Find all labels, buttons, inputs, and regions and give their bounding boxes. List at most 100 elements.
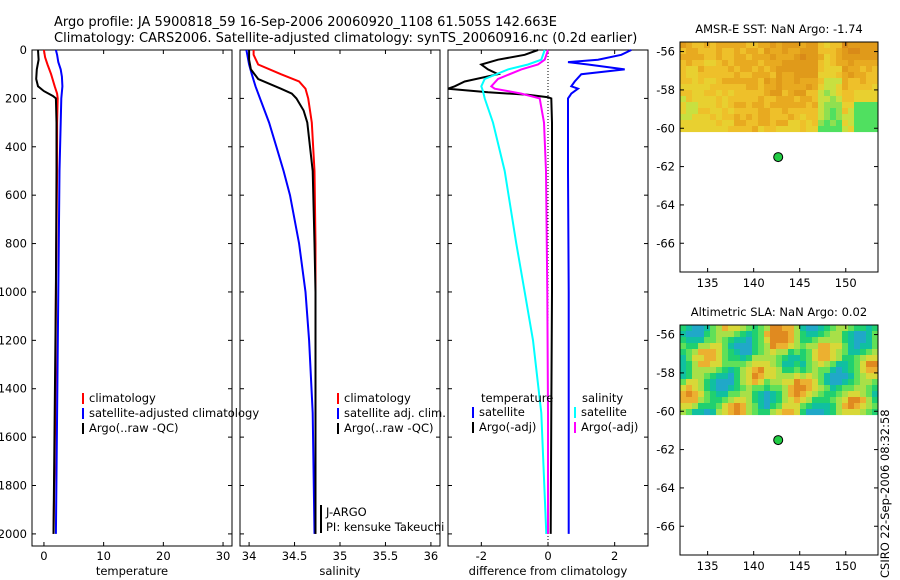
heatmap-cell <box>770 403 776 409</box>
heatmap-cell <box>860 108 866 114</box>
heatmap-cell <box>824 385 830 391</box>
heatmap-cell <box>734 355 740 361</box>
heatmap-cell <box>806 120 812 126</box>
heatmap-cell <box>686 361 692 367</box>
heatmap-cell <box>818 120 824 126</box>
heatmap-cell <box>728 102 734 108</box>
heatmap-cell <box>680 90 686 96</box>
heatmap-cell <box>716 66 722 72</box>
heatmap-cell <box>854 84 860 90</box>
heatmap-cell <box>806 102 812 108</box>
heatmap-cell <box>788 349 794 355</box>
heatmap-cell <box>848 126 854 132</box>
heatmap-cell <box>692 379 698 385</box>
heatmap-cell <box>752 114 758 120</box>
heatmap-cell <box>806 90 812 96</box>
heatmap-cell <box>704 120 710 126</box>
heatmap-cell <box>824 48 830 54</box>
heatmap-cell <box>752 42 758 48</box>
heatmap-cell <box>848 66 854 72</box>
heatmap-cell <box>794 379 800 385</box>
y-tick-label: 1400 <box>0 382 27 396</box>
salinity-xlabel: salinity <box>319 564 360 578</box>
heatmap-cell <box>758 403 764 409</box>
heatmap-cell <box>752 373 758 379</box>
heatmap-cell <box>866 349 872 355</box>
heatmap-cell <box>728 385 734 391</box>
heatmap-cell <box>740 355 746 361</box>
heatmap-cell <box>728 403 734 409</box>
heatmap-cell <box>710 48 716 54</box>
heatmap-cell <box>818 385 824 391</box>
heatmap-cell <box>872 337 878 343</box>
heatmap-cell <box>710 54 716 60</box>
heatmap-cell <box>860 385 866 391</box>
difference-series-1 <box>447 49 553 534</box>
heatmap-cell <box>812 379 818 385</box>
heatmap-cell <box>686 48 692 54</box>
heatmap-cell <box>818 343 824 349</box>
heatmap-cell <box>848 367 854 373</box>
heatmap-cell <box>788 126 794 132</box>
x-tick-label: 34.5 <box>282 549 308 563</box>
heatmap-cell <box>698 385 704 391</box>
heatmap-cell <box>800 60 806 66</box>
y-tick-label: -62 <box>656 443 675 457</box>
heatmap-cell <box>788 90 794 96</box>
heatmap-cell <box>836 373 842 379</box>
heatmap-cell <box>794 397 800 403</box>
heatmap-cell <box>716 96 722 102</box>
heatmap-cell <box>680 379 686 385</box>
heatmap-cell <box>854 42 860 48</box>
x-tick-label: 140 <box>743 559 765 573</box>
heatmap-cell <box>752 379 758 385</box>
heatmap-cell <box>722 90 728 96</box>
heatmap-cell <box>854 397 860 403</box>
heatmap-cell <box>848 403 854 409</box>
heatmap-cell <box>692 331 698 337</box>
heatmap-cell <box>710 385 716 391</box>
sla-map-frame <box>679 324 879 556</box>
heatmap-cell <box>758 54 764 60</box>
heatmap-cell <box>710 361 716 367</box>
heatmap-cell <box>764 126 770 132</box>
heatmap-cell <box>794 60 800 66</box>
heatmap-cell <box>848 96 854 102</box>
heatmap-cell <box>680 397 686 403</box>
heatmap-cell <box>848 108 854 114</box>
heatmap-cell <box>776 42 782 48</box>
heatmap-cell <box>734 120 740 126</box>
heatmap-cell <box>734 337 740 343</box>
heatmap-cell <box>728 42 734 48</box>
heatmap-cell <box>872 355 878 361</box>
heatmap-cell <box>710 78 716 84</box>
heatmap-cell <box>782 90 788 96</box>
heatmap-cell <box>836 42 842 48</box>
heatmap-cell <box>752 96 758 102</box>
heatmap-cell <box>746 349 752 355</box>
heatmap-cell <box>818 72 824 78</box>
heatmap-cell <box>770 337 776 343</box>
heatmap-cell <box>872 367 878 373</box>
heatmap-cell <box>764 96 770 102</box>
heatmap-cell <box>848 409 854 415</box>
heatmap-cell <box>782 325 788 331</box>
heatmap-cell <box>680 114 686 120</box>
heatmap-cell <box>776 337 782 343</box>
heatmap-cell <box>740 331 746 337</box>
heatmap-cell <box>776 60 782 66</box>
heatmap-cell <box>782 373 788 379</box>
heatmap-cell <box>830 385 836 391</box>
heatmap-cell <box>788 331 794 337</box>
heatmap-cell <box>806 385 812 391</box>
heatmap-cell <box>758 325 764 331</box>
heatmap-cell <box>680 108 686 114</box>
argo-location-marker <box>773 152 784 163</box>
heatmap-cell <box>788 84 794 90</box>
heatmap-cell <box>836 379 842 385</box>
heatmap-cell <box>716 361 722 367</box>
heatmap-cell <box>812 325 818 331</box>
heatmap-cell <box>866 60 872 66</box>
heatmap-cell <box>848 355 854 361</box>
heatmap-cell <box>812 102 818 108</box>
